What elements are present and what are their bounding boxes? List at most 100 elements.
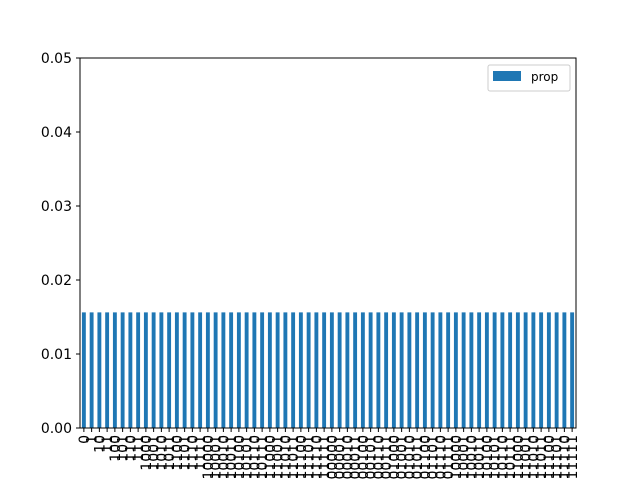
bar-0: [81, 312, 86, 429]
bar-11101: [306, 312, 311, 429]
x-tick-label-110101: 110101: [488, 435, 504, 480]
bar-100100: [360, 312, 365, 429]
x-tick-label-111000: 111000: [511, 435, 527, 480]
x-tick-label-100100: 100100: [356, 435, 372, 480]
x-tick-label-110100: 110100: [480, 435, 496, 480]
x-tick-label-110111: 110111: [503, 435, 519, 480]
x-tick-label-1011: 1011: [162, 435, 178, 471]
bar-1100: [174, 312, 179, 429]
x-tick-label-10011: 10011: [224, 435, 240, 480]
bar-10001: [213, 312, 218, 429]
x-tick-label-110001: 110001: [457, 435, 473, 480]
bar-111: [136, 312, 141, 429]
bar-1010: [159, 312, 164, 429]
bar-100110: [376, 312, 381, 429]
x-tick-label-1010: 1010: [154, 435, 170, 471]
bar-110011: [477, 312, 482, 429]
x-tick-label-111010: 111010: [526, 435, 542, 480]
bar-101000: [391, 312, 396, 429]
x-tick-label-11111: 11111: [317, 435, 333, 480]
x-tick-label-101100: 101100: [418, 435, 434, 480]
bar-100111: [384, 312, 389, 429]
bar-10100: [236, 312, 241, 429]
bar-111011: [539, 312, 544, 429]
bar-1101: [182, 312, 187, 429]
x-tick-label-111100: 111100: [542, 435, 558, 480]
legend-label-prop: prop: [531, 70, 558, 84]
x-tick-label-101001: 101001: [395, 435, 411, 480]
x-tick-label-10101: 10101: [240, 435, 256, 480]
x-tick-label-101000: 101000: [387, 435, 403, 480]
x-tick-label-1001: 1001: [147, 435, 163, 471]
bar-101010: [407, 312, 412, 429]
x-tick-label-100101: 100101: [364, 435, 380, 480]
bar-11100: [298, 312, 303, 429]
x-tick-label-1100: 1100: [170, 435, 186, 471]
x-tick-label-10111: 10111: [255, 435, 271, 480]
bar-11: [105, 312, 110, 429]
x-tick-label-10100: 10100: [232, 435, 248, 480]
x-tick-label-110110: 110110: [495, 435, 511, 480]
bar-100011: [353, 312, 358, 429]
x-tick-label-10110: 10110: [247, 435, 263, 480]
x-tick-label-1: 1: [85, 435, 101, 444]
bar-101011: [415, 312, 420, 429]
x-tick-label-11000: 11000: [263, 435, 279, 480]
bar-110110: [500, 312, 505, 429]
x-tick-label-11100: 11100: [294, 435, 310, 480]
x-tick-label-111111: 111111: [565, 435, 581, 480]
y-tick-label: 0.02: [41, 273, 72, 289]
bar-11000: [267, 312, 272, 429]
bar-1110: [190, 312, 195, 429]
bar-110100: [484, 312, 489, 429]
y-tick-label: 0.03: [41, 199, 72, 215]
x-tick-label-10010: 10010: [216, 435, 232, 480]
bar-11111: [322, 312, 327, 429]
x-tick-label-110010: 110010: [464, 435, 480, 480]
bar-100001: [337, 312, 342, 429]
bar-10101: [244, 312, 249, 429]
x-tick-label-10: 10: [92, 435, 108, 453]
bar-11010: [283, 312, 288, 429]
bar-10010: [221, 312, 226, 429]
bars-group: [81, 312, 575, 429]
bar-100: [112, 312, 117, 429]
bar-10110: [252, 312, 257, 429]
bar-100000: [329, 312, 334, 429]
y-axis: 0.00 0.01 0.02 0.03 0.04 0.05: [41, 51, 80, 437]
bar-111000: [515, 312, 520, 429]
x-tick-label-11110: 11110: [309, 435, 325, 480]
y-tick-label: 0.01: [41, 347, 72, 363]
x-tick-label-11101: 11101: [302, 435, 318, 480]
x-tick-label-100011: 100011: [348, 435, 364, 480]
bar-101100: [422, 312, 427, 429]
bar-1000: [143, 312, 148, 429]
x-tick-label-1111: 1111: [193, 435, 209, 471]
y-tick-label: 0.05: [41, 51, 72, 67]
bar-101110: [438, 312, 443, 429]
x-tick-label-111101: 111101: [550, 435, 566, 480]
bar-110: [128, 312, 133, 429]
x-tick-label-100000: 100000: [325, 435, 341, 480]
x-tick-label-100010: 100010: [340, 435, 356, 480]
x-tick-label-101: 101: [116, 435, 132, 462]
bar-101: [120, 312, 125, 429]
x-tick-label-101010: 101010: [402, 435, 418, 480]
bar-101001: [399, 312, 404, 429]
bar-100101: [368, 312, 373, 429]
bar-110111: [508, 312, 513, 429]
x-tick-label-100001: 100001: [333, 435, 349, 480]
bar-110000: [453, 312, 458, 429]
y-tick-label: 0.04: [41, 125, 72, 141]
bar-10011: [229, 312, 234, 429]
x-tick-label-11001: 11001: [271, 435, 287, 480]
axes-frame: [79, 57, 577, 429]
x-tick-label-11: 11: [100, 435, 116, 453]
bar-1: [89, 312, 94, 429]
x-tick-label-1000: 1000: [139, 435, 155, 471]
bar-11001: [275, 312, 280, 429]
x-tick-label-110000: 110000: [449, 435, 465, 480]
bar-110010: [469, 312, 474, 429]
bar-1001: [151, 312, 156, 429]
